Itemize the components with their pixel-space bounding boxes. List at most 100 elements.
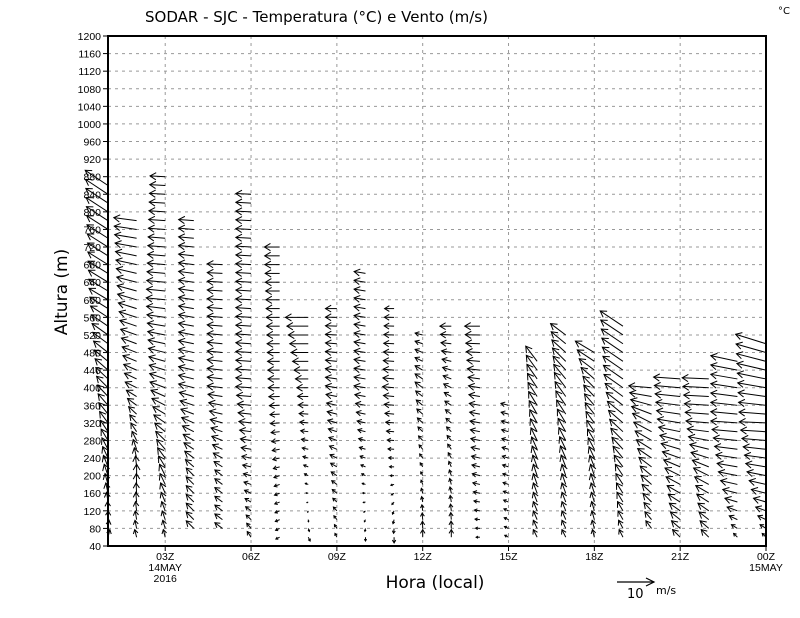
wind-vector-shaft <box>299 421 309 424</box>
wind-vector-head <box>752 496 761 504</box>
wind-vector-head <box>532 519 538 526</box>
wind-vector-head <box>414 373 421 379</box>
wind-vector-shaft <box>178 244 194 248</box>
wind-vector-head <box>214 513 221 520</box>
wind-vector-shaft <box>90 314 109 327</box>
wind-vector-head <box>147 224 155 233</box>
wind-vector-shaft <box>87 242 109 257</box>
wind-vector-head <box>88 287 96 295</box>
wind-vector-shaft <box>119 319 137 327</box>
wind-vector-head <box>737 389 745 398</box>
wind-vector-head <box>131 430 138 438</box>
wind-vector-shaft <box>591 501 595 511</box>
wind-vector-shaft <box>384 412 395 415</box>
wind-vector-head <box>240 445 247 452</box>
wind-vector-head <box>158 472 167 481</box>
wind-vector-head <box>555 390 563 398</box>
wind-vector-head <box>560 500 567 508</box>
wind-vector-head <box>668 502 677 510</box>
wind-vector-shaft <box>148 227 166 230</box>
wind-vector-head <box>306 501 308 504</box>
x-tick-label: 09Z <box>328 551 347 563</box>
wind-vector-head <box>693 476 702 484</box>
wind-vector-head <box>466 365 474 374</box>
wind-vector-head <box>528 399 536 408</box>
wind-column <box>284 313 311 542</box>
wind-vector-shaft <box>302 447 309 450</box>
wind-vector-head <box>329 462 335 468</box>
wind-vector-shaft <box>87 251 109 266</box>
wind-column <box>499 401 509 538</box>
wind-vector-shaft <box>664 467 681 477</box>
wind-vector-head <box>266 357 274 366</box>
wind-vector-shaft <box>132 439 138 450</box>
wind-vector-shaft <box>736 353 767 362</box>
wind-vector-shaft <box>357 420 366 424</box>
wind-vector-shaft <box>561 492 567 503</box>
wind-vector-head <box>709 389 718 398</box>
wind-vector-shaft <box>653 376 681 380</box>
wind-vector-head <box>382 357 390 365</box>
wind-vector-shaft <box>86 233 109 248</box>
wind-vector-shaft <box>235 368 252 371</box>
wind-vector-head <box>467 391 476 400</box>
wind-vector-head <box>616 491 624 499</box>
wind-vector-head <box>740 434 749 443</box>
wind-vector-shaft <box>329 445 338 450</box>
wind-vector-shaft <box>160 492 166 503</box>
wind-vector-shaft <box>239 429 252 433</box>
wind-vector-shaft <box>447 443 452 450</box>
wind-vector-head <box>644 510 651 518</box>
wind-vector-shaft <box>446 426 452 433</box>
wind-vector-shaft <box>115 259 137 266</box>
wind-vector-head <box>353 303 361 312</box>
wind-vector-shaft <box>148 218 166 222</box>
wind-vector-shaft <box>86 215 109 230</box>
wind-vector-head <box>391 521 396 525</box>
wind-vector-head <box>183 442 191 450</box>
wind-vector-shaft <box>148 356 166 362</box>
wind-vector-head <box>177 285 186 294</box>
wind-vector-shaft <box>178 253 194 257</box>
wind-vector-head <box>177 311 186 320</box>
wind-vector-head <box>554 380 562 389</box>
wind-vector-shaft <box>236 394 252 398</box>
wind-vector-shaft <box>149 192 166 195</box>
wind-vector-shaft <box>590 473 595 485</box>
wind-vector-head <box>697 502 705 510</box>
wind-vector-head <box>588 454 596 463</box>
wind-vector-head <box>234 303 243 312</box>
wind-vector-head <box>287 330 295 339</box>
wind-vector-shaft <box>90 305 109 318</box>
wind-vector-shaft <box>330 462 338 468</box>
wind-vector-shaft <box>245 506 252 512</box>
wind-vector-head <box>146 242 155 251</box>
wind-vector-head <box>148 180 157 189</box>
wind-vector-shaft <box>101 437 109 450</box>
wind-vector-shaft <box>415 390 424 397</box>
wind-vector-head <box>353 330 361 338</box>
wind-vector-shaft <box>146 271 166 274</box>
wind-vector-head <box>583 384 591 393</box>
wind-vector-shaft <box>532 529 538 538</box>
wind-vector-head <box>185 476 193 484</box>
wind-vector-shaft <box>210 418 223 424</box>
y-tick-label: 800 <box>83 207 101 219</box>
wind-vector-head <box>736 379 745 388</box>
wind-vector-shaft <box>214 487 223 494</box>
wind-vector-shaft <box>147 331 166 336</box>
wind-vector-shaft <box>185 459 195 468</box>
wind-vector-shaft <box>116 276 137 283</box>
wind-vector-head <box>132 491 140 498</box>
wind-vector-head <box>419 453 423 457</box>
wind-vector-shaft <box>146 288 166 292</box>
wind-vector-head <box>132 509 139 516</box>
wind-vector-head <box>177 233 186 242</box>
wind-vector-shaft <box>178 296 194 301</box>
wind-vector-head <box>445 426 451 431</box>
x-tick-sublabel: 14MAY <box>148 562 182 574</box>
wind-vector-head <box>206 321 214 330</box>
wind-vector-head <box>263 260 272 269</box>
wind-vector-head <box>709 408 718 417</box>
wind-vector-shaft <box>158 455 166 468</box>
